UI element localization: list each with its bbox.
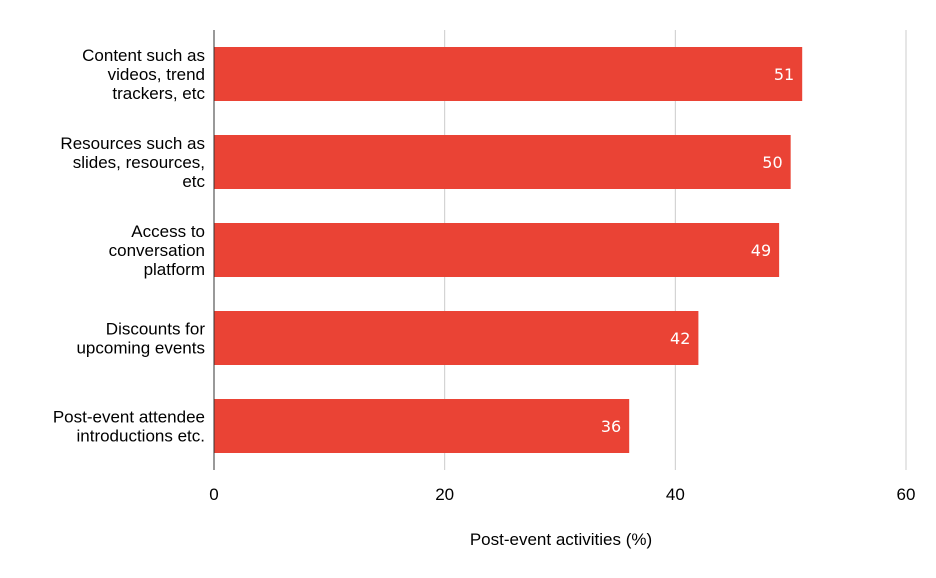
bar-value-label: 51 — [774, 65, 794, 84]
category-label: Discounts for upcoming events — [76, 320, 205, 358]
bar — [214, 399, 630, 453]
x-tick-label: 40 — [666, 485, 685, 504]
bar — [214, 135, 791, 189]
bar-value-label: 49 — [751, 241, 771, 260]
bar-value-label: 50 — [762, 153, 782, 172]
category-label: Content such as videos, trend trackers, et… — [82, 46, 205, 103]
bar-value-label: 36 — [601, 417, 621, 436]
bar — [214, 223, 780, 277]
category-labels: Content such as videos, trend trackers, et… — [53, 46, 206, 446]
category-label: Post-event attendee introductions etc. — [53, 408, 205, 446]
category-label: Access to conversation platform — [109, 222, 205, 279]
x-tick-label: 20 — [435, 485, 454, 504]
x-tick-label: 0 — [209, 485, 218, 504]
x-tick-labels: 0 20 40 60 — [209, 485, 915, 504]
bar — [214, 311, 699, 365]
bar — [214, 47, 803, 101]
category-label: Resources such as slides, resources, etc — [60, 134, 205, 191]
bar-value-label: 42 — [670, 329, 690, 348]
x-tick-label: 60 — [897, 485, 916, 504]
bars: 51 50 49 42 36 — [214, 47, 803, 453]
x-axis-title: Post-event activities (%) — [470, 530, 652, 549]
